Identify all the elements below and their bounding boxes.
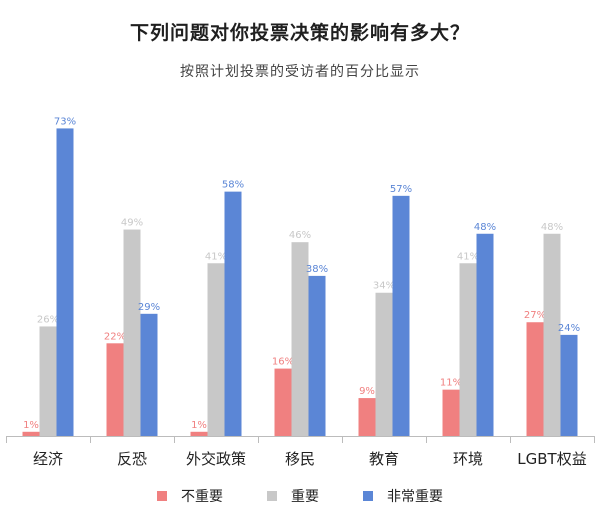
- legend-swatch-very-important: [363, 491, 373, 501]
- data-label-2-3: 38%: [306, 264, 328, 275]
- bar-2-3: [308, 275, 326, 436]
- bar-2-2: [224, 191, 242, 436]
- bar-0-6: [526, 322, 544, 436]
- legend-item-very-important: 非常重要: [363, 486, 443, 506]
- category-label-5: 环境: [453, 450, 483, 468]
- legend-label-important: 重要: [291, 489, 319, 505]
- data-label-2-2: 58%: [222, 180, 244, 191]
- bar-2-4: [392, 195, 410, 436]
- legend: 不重要 重要 非常重要: [0, 486, 600, 506]
- bar-1-6: [543, 233, 561, 436]
- data-label-1-1: 49%: [121, 218, 143, 229]
- data-label-2-0: 73%: [54, 116, 76, 127]
- bar-1-4: [375, 292, 393, 436]
- category-label-2: 外交政策: [186, 450, 246, 468]
- bar-2-1: [140, 313, 158, 436]
- legend-label-not-important: 不重要: [181, 489, 223, 505]
- legend-swatch-not-important: [157, 491, 167, 501]
- data-label-0-1: 22%: [104, 331, 126, 342]
- data-label-0-0: 1%: [23, 420, 39, 431]
- data-label-0-3: 16%: [272, 357, 294, 368]
- bar-0-0: [22, 431, 40, 436]
- bar-0-4: [358, 398, 376, 436]
- data-label-2-1: 29%: [138, 302, 160, 313]
- bar-2-6: [560, 334, 578, 436]
- data-label-1-0: 26%: [37, 314, 59, 325]
- data-label-0-6: 27%: [524, 310, 546, 321]
- category-label-3: 移民: [285, 450, 315, 468]
- bar-2-0: [56, 128, 74, 436]
- category-label-6: LGBT权益: [517, 450, 586, 468]
- bar-1-5: [459, 263, 477, 436]
- legend-item-not-important: 不重要: [157, 486, 223, 506]
- chart-title: 下列问题对你投票决策的影响有多大？: [129, 22, 470, 44]
- data-label-2-4: 57%: [390, 184, 412, 195]
- data-label-1-3: 46%: [289, 230, 311, 241]
- category-label-0: 经济: [33, 450, 63, 468]
- legend-label-very-important: 非常重要: [387, 489, 443, 505]
- category-label-1: 反恐: [117, 450, 147, 468]
- data-label-2-5: 48%: [474, 222, 496, 233]
- data-label-0-5: 11%: [440, 378, 462, 389]
- bar-0-3: [274, 368, 292, 436]
- bar-2-5: [476, 233, 494, 436]
- bar-1-2: [207, 263, 225, 436]
- legend-swatch-important: [267, 491, 277, 501]
- data-label-1-5: 41%: [457, 251, 479, 262]
- data-label-1-4: 34%: [373, 281, 395, 292]
- data-label-0-4: 9%: [359, 386, 375, 397]
- data-label-1-6: 48%: [541, 222, 563, 233]
- legend-item-important: 重要: [267, 486, 319, 506]
- data-label-2-6: 24%: [558, 323, 580, 334]
- data-label-1-2: 41%: [205, 251, 227, 262]
- category-label-4: 教育: [369, 450, 399, 468]
- data-label-0-2: 1%: [191, 420, 207, 431]
- bar-0-2: [190, 431, 208, 436]
- bar-1-0: [39, 326, 57, 436]
- bar-0-1: [106, 343, 124, 436]
- bar-1-1: [123, 229, 141, 436]
- chart-subtitle: 按照计划投票的受访者的百分比显示: [180, 64, 420, 80]
- bar-1-3: [291, 242, 309, 436]
- bar-0-5: [442, 389, 460, 436]
